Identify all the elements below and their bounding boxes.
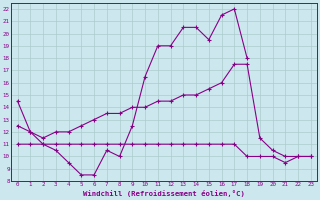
X-axis label: Windchill (Refroidissement éolien,°C): Windchill (Refroidissement éolien,°C) [83, 190, 245, 197]
